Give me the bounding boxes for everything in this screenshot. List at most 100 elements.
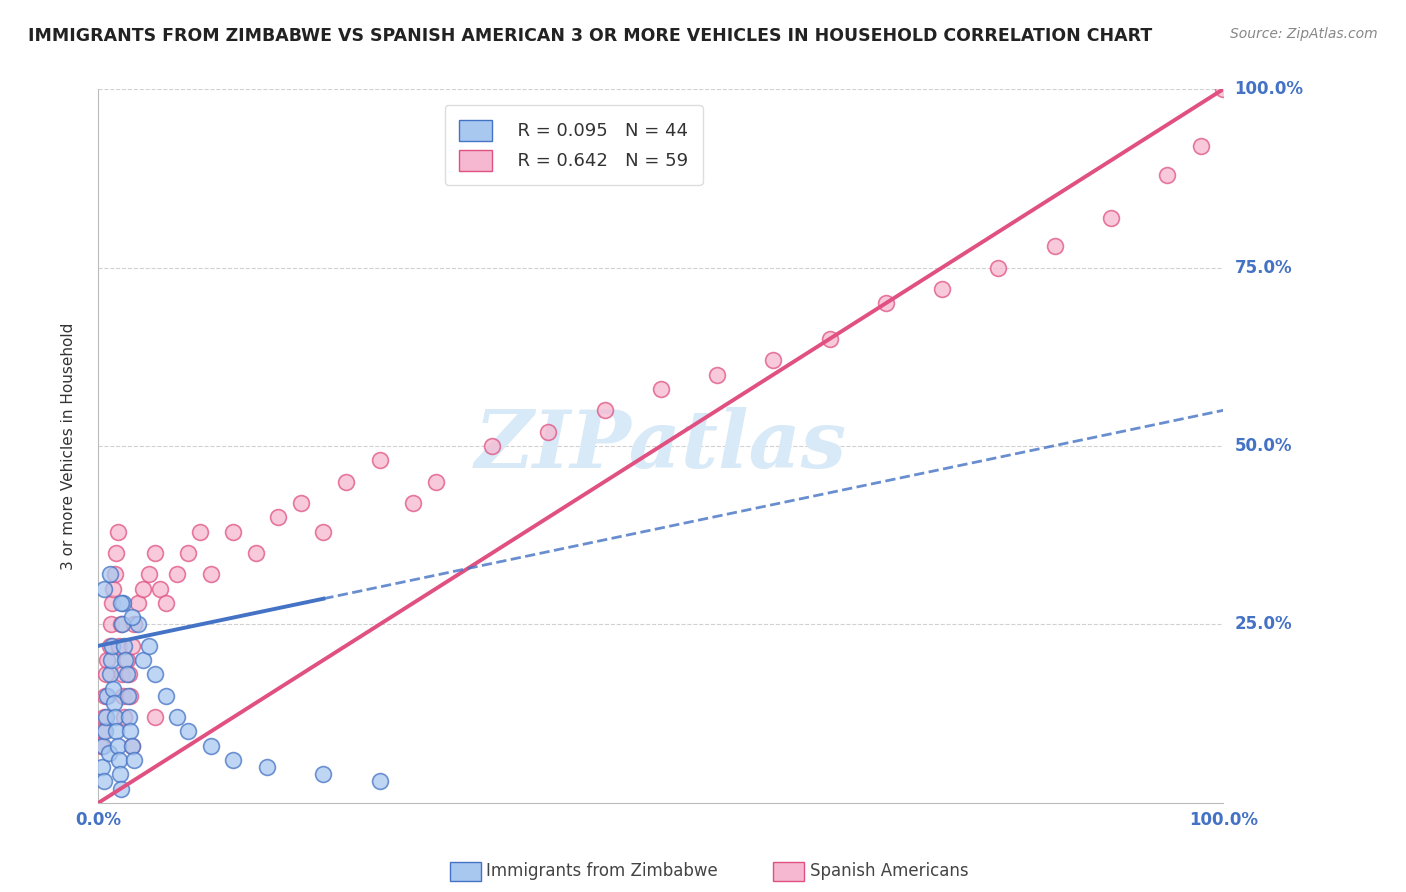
Point bbox=[112, 689, 135, 703]
Point bbox=[931, 282, 953, 296]
Point bbox=[91, 724, 114, 739]
Point bbox=[117, 689, 139, 703]
Point bbox=[101, 681, 124, 696]
Text: 100.0%: 100.0% bbox=[1234, 80, 1303, 98]
Point bbox=[108, 767, 131, 781]
Y-axis label: 3 or more Vehicles in Household: 3 or more Vehicles in Household bbox=[62, 322, 76, 570]
Point bbox=[1212, 82, 1234, 96]
Text: Immigrants from Zimbabwe: Immigrants from Zimbabwe bbox=[486, 863, 718, 880]
Point bbox=[402, 496, 425, 510]
Point bbox=[155, 689, 177, 703]
Point bbox=[101, 596, 124, 610]
Point bbox=[110, 596, 132, 610]
Point bbox=[118, 710, 141, 724]
Point bbox=[425, 475, 447, 489]
Text: 75.0%: 75.0% bbox=[1234, 259, 1292, 277]
Point bbox=[121, 739, 143, 753]
Point bbox=[188, 524, 211, 539]
Point bbox=[121, 639, 143, 653]
Point bbox=[96, 667, 118, 681]
Point bbox=[98, 639, 121, 653]
Point bbox=[93, 710, 115, 724]
Point bbox=[94, 689, 117, 703]
Point bbox=[121, 739, 143, 753]
Point bbox=[245, 546, 267, 560]
Point bbox=[91, 739, 114, 753]
Point bbox=[143, 667, 166, 681]
Point bbox=[481, 439, 503, 453]
Point bbox=[222, 753, 245, 767]
Point bbox=[107, 739, 129, 753]
Point bbox=[101, 639, 124, 653]
Point bbox=[127, 617, 149, 632]
Point bbox=[706, 368, 728, 382]
Point bbox=[124, 753, 146, 767]
Point bbox=[177, 546, 200, 560]
Point bbox=[104, 710, 127, 724]
Text: 25.0%: 25.0% bbox=[1234, 615, 1292, 633]
Text: Spanish Americans: Spanish Americans bbox=[810, 863, 969, 880]
Point bbox=[112, 710, 135, 724]
Point bbox=[105, 546, 128, 560]
Point bbox=[111, 667, 134, 681]
Point bbox=[593, 403, 616, 417]
Point bbox=[1099, 211, 1122, 225]
Point bbox=[114, 653, 136, 667]
Point bbox=[132, 653, 155, 667]
Point bbox=[650, 382, 672, 396]
Point bbox=[124, 617, 146, 632]
Point bbox=[127, 596, 149, 610]
Text: 50.0%: 50.0% bbox=[1234, 437, 1292, 455]
Point bbox=[138, 567, 160, 582]
Point bbox=[112, 639, 135, 653]
Point bbox=[118, 667, 141, 681]
Point bbox=[97, 746, 120, 760]
Point bbox=[110, 617, 132, 632]
Point bbox=[101, 582, 124, 596]
Point bbox=[1189, 139, 1212, 153]
Point bbox=[96, 653, 118, 667]
Point bbox=[368, 774, 391, 789]
Point bbox=[155, 596, 177, 610]
Point bbox=[107, 753, 129, 767]
Point bbox=[111, 617, 134, 632]
Point bbox=[112, 596, 135, 610]
Point bbox=[166, 567, 188, 582]
Point bbox=[118, 689, 141, 703]
Point bbox=[177, 724, 200, 739]
Point bbox=[93, 774, 115, 789]
Point bbox=[762, 353, 785, 368]
Point bbox=[537, 425, 560, 439]
Point bbox=[110, 781, 132, 796]
Point bbox=[138, 639, 160, 653]
Point bbox=[222, 524, 245, 539]
Point bbox=[105, 724, 128, 739]
Text: IMMIGRANTS FROM ZIMBABWE VS SPANISH AMERICAN 3 OR MORE VEHICLES IN HOUSEHOLD COR: IMMIGRANTS FROM ZIMBABWE VS SPANISH AMER… bbox=[28, 27, 1153, 45]
Point bbox=[103, 696, 125, 710]
Point bbox=[115, 667, 138, 681]
Point bbox=[93, 582, 115, 596]
Point bbox=[143, 546, 166, 560]
Point bbox=[875, 296, 897, 310]
Point bbox=[90, 739, 112, 753]
Point bbox=[143, 710, 166, 724]
Point bbox=[104, 567, 127, 582]
Point bbox=[90, 760, 112, 774]
Point bbox=[118, 724, 141, 739]
Point bbox=[98, 667, 121, 681]
Point bbox=[100, 653, 122, 667]
Point bbox=[1156, 168, 1178, 182]
Legend:   R = 0.095   N = 44,   R = 0.642   N = 59: R = 0.095 N = 44, R = 0.642 N = 59 bbox=[444, 105, 703, 185]
Point bbox=[200, 567, 222, 582]
Point bbox=[107, 524, 129, 539]
Point bbox=[96, 710, 118, 724]
Point bbox=[166, 710, 188, 724]
Point bbox=[94, 724, 117, 739]
Point bbox=[149, 582, 172, 596]
Point bbox=[987, 260, 1010, 275]
Point bbox=[312, 767, 335, 781]
Point bbox=[100, 617, 122, 632]
Point bbox=[132, 582, 155, 596]
Point bbox=[256, 760, 278, 774]
Point bbox=[115, 653, 138, 667]
